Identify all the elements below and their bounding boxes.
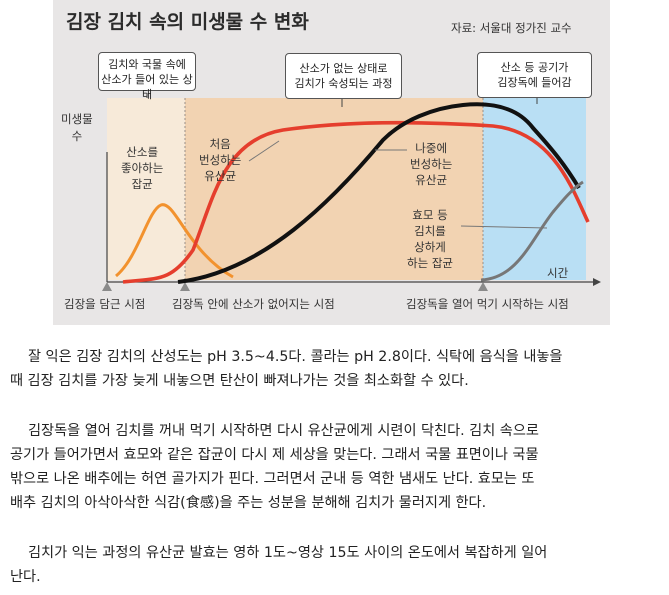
y-axis-label-line-1: 미생물 — [61, 112, 93, 126]
timeline-label-1: 김장을 담근 시점 — [64, 297, 146, 311]
curve-early-lactobacillus — [122, 120, 590, 284]
figure-title: 김장 김치 속의 미생물 수 변화 — [66, 11, 309, 33]
figure-graphic — [102, 93, 601, 291]
paragraph-2-line-4: 배추 김치의 아삭아삭한 식감(食感)을 주는 성분을 분해해 김치가 물러지게… — [10, 495, 487, 511]
label-yeast-line-2: 김치를 — [414, 224, 446, 238]
label-aerobic-bacteria: 산소를 좋아하는 잡균 — [121, 144, 163, 192]
timeline-marker-2-icon — [180, 282, 190, 291]
timeline-label-3: 김장독을 열어 먹기 시작하는 시점 — [406, 297, 569, 311]
timeline-marker-3-icon — [478, 282, 488, 291]
phase-2-label-line-1: 산소가 없는 상태로 — [299, 62, 388, 75]
phase-label-box-1: 김치와 국물 속에 산소가 들어 있는 상태 — [98, 52, 196, 101]
label-late-lactobacillus-line-3: 유산균 — [415, 173, 448, 187]
x-axis-arrow-icon — [593, 278, 601, 286]
curve-aerobic-bacteria — [115, 203, 234, 279]
phase-label-box-2: 산소가 없는 상태로 김치가 숙성되는 과정 — [285, 53, 402, 99]
phase-label-box-3: 산소 등 공기가 김장독에 들어감 — [477, 52, 592, 98]
paragraph-1: 잘 익은 김장 김치의 산성도는 pH 3.5~4.5다. 콜라는 pH 2.8… — [10, 345, 660, 393]
label-early-lactobacillus: 처음 번성하는 유산균 — [199, 136, 241, 184]
paragraph-1-line-2: 때 김장 김치를 가장 늦게 내놓으면 탄산이 빠져나가는 것을 최소화할 수 … — [10, 373, 469, 389]
figure-source: 자료: 서울대 정가진 교수 — [451, 21, 572, 35]
paragraph-3-line-2: 난다. — [10, 569, 41, 585]
y-axis-label: 미생물 수 — [61, 111, 93, 145]
label-aerobic-bacteria-line-3: 잡균 — [131, 177, 153, 191]
label-early-lactobacillus-line-2: 번성하는 — [199, 153, 242, 167]
y-axis-label-line-2: 수 — [71, 129, 83, 143]
paragraph-2: 김장독을 열어 김치를 꺼내 먹기 시작하면 다시 유산균에게 시련이 닥친다.… — [10, 419, 660, 515]
pointer-early-lactobacillus — [248, 140, 280, 162]
label-aerobic-bacteria-line-2: 좋아하는 — [121, 161, 164, 175]
phase-3-label-line-2: 김장독에 들어감 — [497, 76, 572, 89]
label-aerobic-bacteria-line-1: 산소를 — [126, 145, 159, 159]
curve-late-lactobacillus — [177, 102, 581, 284]
paragraph-2-line-3: 밖으로 나온 배추에는 허연 골가지가 핀다. 그러면서 군내 등 역한 냄새도… — [10, 471, 535, 487]
paragraph-2-line-1: 김장독을 열어 김치를 꺼내 먹기 시작하면 다시 유산균에게 시련이 닥친다.… — [28, 423, 539, 439]
phase-1-label-line-2: 산소가 들어 있는 상태 — [101, 73, 193, 101]
timeline-label-2: 김장독 안에 산소가 없어지는 시점 — [172, 297, 335, 311]
label-late-lactobacillus: 나중에 번성하는 유산균 — [410, 140, 452, 188]
label-late-lactobacillus-line-2: 번성하는 — [410, 157, 453, 171]
curve-yeast — [480, 180, 584, 282]
label-early-lactobacillus-line-3: 유산균 — [204, 169, 237, 183]
phase-3-label-line-1: 산소 등 공기가 — [500, 61, 569, 74]
label-yeast-line-1: 효모 등 — [412, 208, 448, 222]
phase-1-background — [107, 98, 185, 280]
phase-2-label-line-2: 김치가 숙성되는 과정 — [294, 77, 393, 90]
label-yeast-line-4: 하는 잡균 — [407, 256, 453, 270]
paragraph-3: 김치가 익는 과정의 유산균 발효는 영하 1도~영상 15도 사이의 온도에서… — [10, 541, 660, 589]
label-yeast-line-3: 상하게 — [414, 240, 446, 254]
label-early-lactobacillus-line-1: 처음 — [209, 137, 231, 151]
paragraph-3-line-1: 김치가 익는 과정의 유산균 발효는 영하 1도~영상 15도 사이의 온도에서… — [28, 545, 548, 561]
paragraph-1-line-1: 잘 익은 김장 김치의 산성도는 pH 3.5~4.5다. 콜라는 pH 2.8… — [28, 349, 563, 365]
microbe-change-figure: 김장 김치 속의 미생물 수 변화 자료: 서울대 정가진 교수 김치와 국물 … — [53, 0, 610, 325]
phase-2-background — [185, 98, 483, 280]
label-late-lactobacillus-line-1: 나중에 — [415, 141, 448, 155]
pointer-yeast — [460, 225, 548, 229]
label-yeast: 효모 등 김치를 상하게 하는 잡균 — [407, 207, 453, 271]
timeline-marker-1-icon — [102, 282, 112, 291]
x-axis-label: 시간 — [547, 266, 569, 280]
paragraph-2-line-2: 공기가 들어가면서 효모와 같은 잡균이 다시 제 세상을 맞는다. 그래서 국… — [10, 447, 539, 463]
phase-1-label-line-1: 김치와 국물 속에 — [108, 58, 186, 71]
